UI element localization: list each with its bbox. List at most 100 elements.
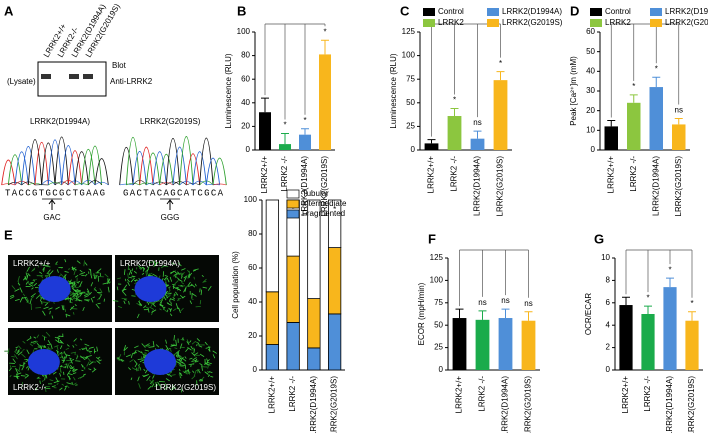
- mitochondria: [97, 296, 101, 301]
- y-tick-label: 25: [406, 122, 415, 131]
- error-bar: [321, 39, 329, 55]
- mitochondria: [177, 361, 182, 365]
- mitochondria: [178, 285, 184, 288]
- mitochondria: [147, 385, 152, 390]
- mitochondria: [170, 301, 172, 305]
- error-bar: [501, 308, 510, 319]
- legend-swatch: [487, 19, 499, 27]
- x-tick-label: LRRK2(D1994A): [309, 376, 318, 433]
- annotation: *: [499, 59, 502, 68]
- mitochondria: [59, 345, 63, 350]
- mitochondria: [163, 309, 167, 312]
- mitochondria: [166, 309, 169, 313]
- mitochondria: [24, 375, 29, 379]
- legend-swatch: [286, 199, 300, 209]
- mitochondria: [175, 303, 179, 309]
- peak: [152, 151, 167, 186]
- mitochondria: [138, 363, 140, 370]
- mitochondria: [68, 373, 73, 376]
- mitochondria: [36, 274, 43, 277]
- error-bar: [478, 310, 487, 320]
- y-tick-label: 100: [430, 276, 444, 285]
- mitochondria: [69, 357, 72, 360]
- mitochondria: [54, 345, 59, 348]
- mitochondria: [195, 305, 201, 308]
- mitochondria: [116, 358, 120, 362]
- bar: [498, 318, 513, 370]
- y-tick-label: 75: [434, 298, 443, 307]
- x-tick-label: LRRK2+/+: [260, 156, 269, 194]
- peak: [132, 150, 147, 186]
- mitochondria: [175, 355, 179, 359]
- mitochondria: [46, 264, 49, 267]
- mitochondria: [78, 291, 83, 295]
- mitochondria: [39, 380, 41, 385]
- annotation: ns: [473, 118, 481, 127]
- mitochondria: [81, 348, 86, 350]
- bar: [649, 87, 663, 150]
- mitochondria: [72, 368, 78, 371]
- mitochondria: [162, 306, 166, 310]
- mitochondria: [16, 372, 22, 375]
- mitochondria: [76, 355, 78, 360]
- mitochondria: [72, 382, 77, 386]
- mitochondria: [192, 269, 197, 272]
- mitochondria: [91, 368, 97, 373]
- mitochondria: [179, 294, 184, 299]
- mitochondria: [123, 269, 126, 275]
- mitochondria: [122, 290, 127, 296]
- legend-swatch: [650, 8, 662, 16]
- mitochondria: [190, 345, 194, 350]
- mitochondria: [60, 273, 65, 278]
- mitochondria: [55, 306, 60, 310]
- mitochondria: [19, 287, 23, 293]
- mitochondria: [179, 360, 183, 364]
- mitochondria: [22, 293, 26, 297]
- mitochondria: [133, 270, 138, 274]
- mitochondria: [93, 273, 98, 279]
- mitochondria: [65, 354, 71, 357]
- mitochondria: [58, 274, 61, 277]
- mitochondria: [212, 350, 217, 354]
- mitochondria: [32, 279, 37, 281]
- mitochondria: [124, 299, 127, 301]
- mitochondria: [25, 281, 29, 285]
- error-bar: [450, 107, 459, 117]
- mitochondria: [26, 301, 32, 305]
- mitochondria: [75, 292, 79, 296]
- mitochondria: [64, 297, 69, 300]
- mitochondria: [170, 270, 176, 274]
- error-bar: [496, 71, 505, 81]
- mitochondria: [83, 260, 85, 267]
- annotation: *: [453, 96, 456, 105]
- mitochondria: [33, 336, 37, 339]
- mitochondria: [166, 292, 172, 295]
- mitochondria: [62, 359, 66, 364]
- bar-segment: [327, 247, 342, 315]
- mitochondria: [207, 285, 212, 291]
- error-bar: [622, 296, 630, 306]
- mitochondria: [188, 270, 191, 275]
- y-tick-label: 125: [430, 253, 444, 262]
- mitochondria: [79, 272, 86, 275]
- x-tick-label: LRRK2(G2019S): [674, 156, 683, 217]
- legend-swatch: [590, 8, 602, 16]
- mitochondria: [179, 372, 183, 377]
- mitochondria: [194, 283, 197, 287]
- bar: [452, 318, 467, 370]
- mitochondria: [207, 374, 211, 378]
- mitochondria: [172, 275, 177, 277]
- peak: [41, 142, 56, 186]
- peak: [27, 139, 43, 186]
- mitochondria: [126, 279, 130, 283]
- codon: GAC: [43, 213, 61, 222]
- mitochondria: [189, 272, 193, 276]
- mitochondria: [171, 374, 176, 376]
- bar: [424, 143, 439, 150]
- peak: [34, 142, 49, 186]
- mitochondria: [48, 272, 50, 278]
- bar: [447, 116, 462, 150]
- mitochondria: [184, 364, 187, 370]
- peak: [192, 151, 207, 186]
- mitochondria: [56, 269, 59, 273]
